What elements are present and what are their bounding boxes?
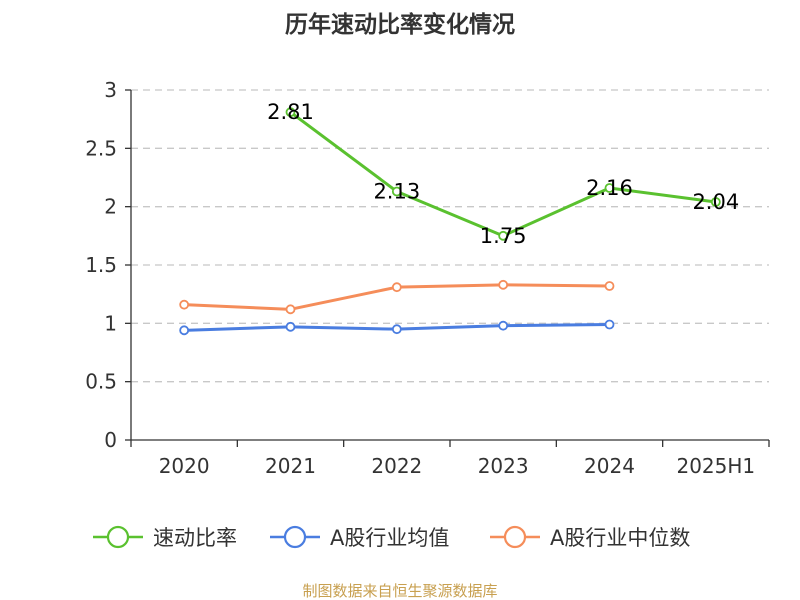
series-2 <box>179 279 615 315</box>
axes: 0 0.5 1 1.5 2 2.5 3 2020 2021 2022 2023 2024 2025H1 <box>85 78 770 478</box>
data-point[interactable] <box>391 282 402 293</box>
grid-lines <box>131 89 769 383</box>
data-point[interactable] <box>391 324 402 335</box>
y-tick-label: 2.5 <box>85 136 117 160</box>
data-point[interactable] <box>604 281 615 291</box>
legend-label: 速动比率 <box>153 526 237 550</box>
y-tick-label: 3 <box>104 78 117 102</box>
chart-title: 历年速动比率变化情况 <box>285 11 515 38</box>
legend-label: A股行业均值 <box>330 526 449 550</box>
series-1 <box>179 319 615 336</box>
x-tick-label: 2025H1 <box>676 454 755 478</box>
x-tick-label: 2021 <box>265 454 316 478</box>
data-label: 2.81 <box>267 100 314 124</box>
y-tick-label: 1 <box>104 311 117 335</box>
legend-item-1[interactable]: A股行业均值 <box>270 525 449 550</box>
legend-marker <box>106 525 130 549</box>
series-layer <box>179 107 721 336</box>
data-point[interactable] <box>604 183 615 193</box>
y-tick-label: 0.5 <box>85 370 117 394</box>
data-label: 2.13 <box>373 180 420 204</box>
series-line <box>289 110 717 238</box>
y-tick-label: 1.5 <box>85 253 117 277</box>
data-labels: 2.81 2.13 1.75 2.16 2.04 <box>267 100 739 248</box>
data-point[interactable] <box>498 320 509 331</box>
x-tick-label: 2024 <box>584 454 635 478</box>
data-point[interactable] <box>179 299 190 310</box>
data-point[interactable] <box>285 304 296 315</box>
data-point[interactable] <box>179 325 190 336</box>
data-label: 1.75 <box>480 224 527 248</box>
data-label: 2.16 <box>586 176 633 200</box>
legend-label: A股行业中位数 <box>550 526 690 550</box>
x-tick-label: 2020 <box>159 454 210 478</box>
legend[interactable]: 速动比率 A股行业均值 A股行业中位数 <box>93 525 690 550</box>
data-point[interactable] <box>498 230 509 241</box>
data-point[interactable] <box>604 319 615 330</box>
legend-item-0[interactable]: 速动比率 <box>93 525 237 550</box>
legend-marker <box>283 525 307 549</box>
data-label: 2.04 <box>692 190 739 214</box>
data-point[interactable] <box>285 321 296 332</box>
data-point[interactable] <box>710 197 721 207</box>
x-tick-label: 2022 <box>371 454 422 478</box>
x-tick-label: 2023 <box>478 454 529 478</box>
data-point[interactable] <box>498 279 509 290</box>
data-point[interactable] <box>391 186 402 197</box>
legend-marker <box>503 525 527 549</box>
source-note: 制图数据来自恒生聚源数据库 <box>302 582 497 600</box>
y-tick-label: 0 <box>104 428 117 452</box>
data-point[interactable] <box>285 107 296 118</box>
y-tick-label: 2 <box>104 195 117 219</box>
legend-item-2[interactable]: A股行业中位数 <box>490 525 690 550</box>
series-0 <box>285 107 721 241</box>
